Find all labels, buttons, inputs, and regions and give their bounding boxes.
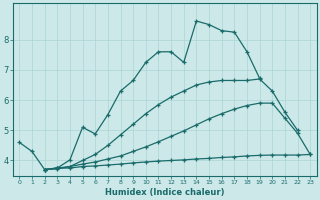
X-axis label: Humidex (Indice chaleur): Humidex (Indice chaleur)	[105, 188, 225, 197]
